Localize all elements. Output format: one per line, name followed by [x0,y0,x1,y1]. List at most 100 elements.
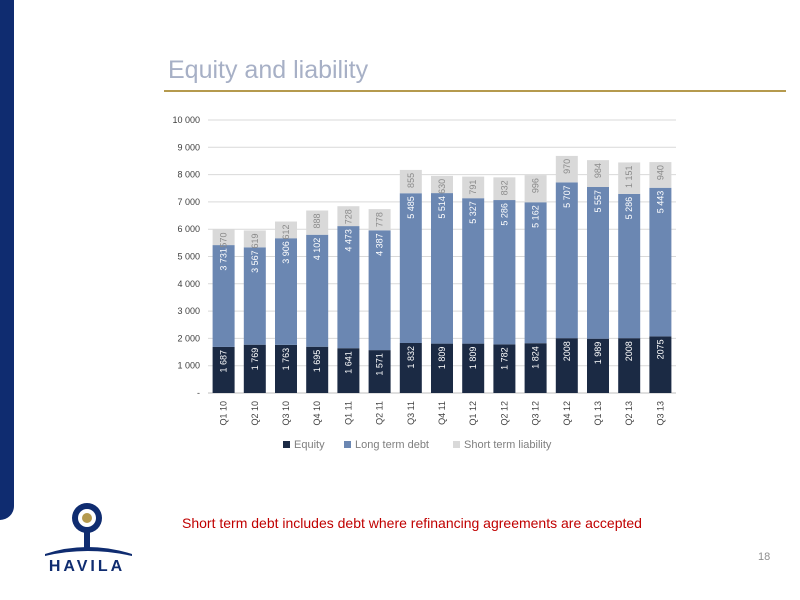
x-tick-label: Q4 12 [562,401,572,426]
data-label: 2008 [562,341,572,361]
bar-segment [243,344,266,393]
bar-segment [337,206,360,227]
bar-segment [306,210,329,235]
bar-segment [212,346,235,393]
x-tick-label: Q2 11 [375,401,385,425]
legend-entry: Short term liability [464,439,552,451]
bar-segment [493,177,516,201]
data-label: 1 641 [343,351,353,374]
x-tick-label: Q3 11 [406,401,416,425]
bar-segment [212,245,235,347]
bar-segment [524,202,547,344]
bar-segment [399,193,422,343]
data-label: 2008 [624,341,634,361]
data-label: 1 782 [499,347,509,370]
bar-segment [649,162,672,188]
data-label: 3 567 [250,250,260,273]
bar-segment [618,338,641,393]
y-tick-label: 4 000 [177,279,200,289]
data-label: 5 443 [655,191,665,214]
data-label: 4 102 [312,238,322,261]
data-label: 612 [281,225,291,240]
bar-segment [212,229,235,246]
x-tick-label: Q1 12 [468,401,478,426]
data-label: 1 809 [437,347,447,370]
y-tick-label: - [197,388,200,398]
legend-swatch [283,441,290,448]
y-tick-label: 3 000 [177,306,200,316]
data-label: 2075 [655,339,665,359]
bar-segment [243,230,266,248]
bar-segment [431,193,453,344]
data-label: 5 327 [468,201,478,224]
data-label: 855 [406,173,416,188]
data-label: 619 [250,233,260,248]
data-label: 728 [343,209,353,224]
data-label: 3 731 [219,248,229,271]
bar-segment [524,343,547,393]
bar-segment [555,155,578,183]
bar-segment [275,221,297,239]
bar-segment [649,336,672,393]
data-label: 4 473 [343,229,353,252]
x-tick-label: Q2 12 [499,401,509,426]
left-accent-band [0,0,14,520]
bar-segment [587,160,609,187]
bar-segment [587,186,609,339]
bar-segment [555,182,578,339]
logo-text: HAVILA [48,558,126,575]
bar-segment [462,343,485,393]
y-tick-label: 6 000 [177,224,200,234]
data-label: 1 832 [406,346,416,369]
data-label: 1 809 [468,347,478,370]
bar-segment [306,346,329,393]
bar-segment [431,343,453,393]
y-tick-label: 5 000 [177,252,200,262]
footnote: Short term debt includes debt where refi… [182,515,642,531]
data-label: 5 557 [593,190,603,213]
data-label: 630 [437,179,447,194]
bar-segment [337,348,360,393]
y-tick-label: 10 000 [172,115,200,125]
legend-swatch [453,441,460,448]
bar-segment [399,342,422,393]
data-label: 5 514 [437,196,447,219]
bar-segment [275,238,297,345]
bar-segment [306,234,329,347]
data-label: 778 [375,212,385,227]
legend-entry: Long term debt [355,439,429,451]
bar-segment [275,344,297,393]
data-label: 996 [531,178,541,193]
data-label: 570 [219,233,229,248]
data-label: 984 [593,163,603,178]
y-tick-label: 7 000 [177,197,200,207]
bar-segment [368,230,391,351]
x-tick-label: Q3 12 [531,401,541,426]
y-tick-label: 9 000 [177,142,200,152]
x-tick-label: Q4 11 [437,401,447,425]
bar-segment [337,226,360,349]
y-tick-label: 2 000 [177,333,200,343]
bar-segment [587,338,609,393]
data-label: 1 989 [593,342,603,365]
title-divider [164,90,786,92]
data-label: 5 162 [531,205,541,228]
bar-segment [431,175,453,194]
x-tick-label: Q3 10 [281,401,291,426]
x-tick-label: Q3 13 [655,401,665,426]
data-label: 5 707 [562,185,572,208]
bar-segment [493,200,516,345]
legend-swatch [344,441,351,448]
bar-segment [618,162,641,194]
data-label: 888 [312,213,322,228]
bar-segment [462,176,485,199]
data-label: 4 387 [375,233,385,256]
data-label: 1 824 [531,346,541,369]
data-label: 3 906 [281,241,291,264]
bar-segment [618,193,641,339]
data-label: 1 769 [250,348,260,371]
data-label: 1 571 [375,353,385,376]
data-label: 832 [499,180,509,195]
page-number: 18 [758,551,771,563]
